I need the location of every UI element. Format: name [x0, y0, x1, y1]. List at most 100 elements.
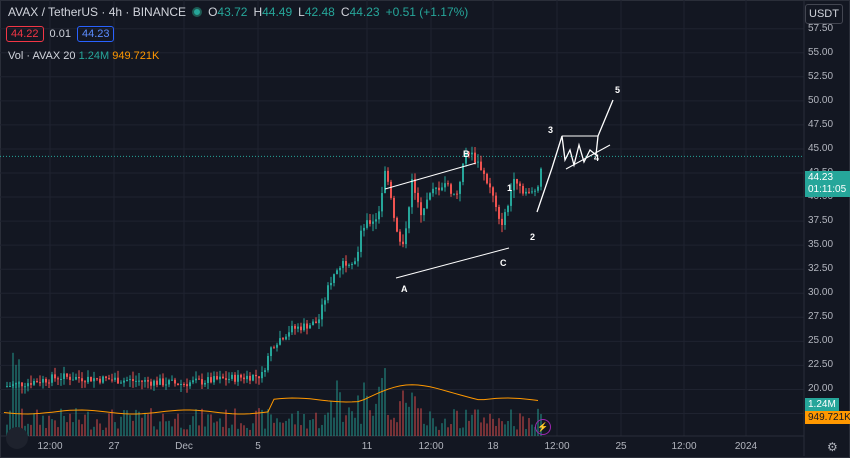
- volume-bar: [441, 423, 443, 436]
- candle-body: [372, 221, 374, 224]
- candle-body: [225, 378, 227, 380]
- candle-body: [267, 355, 269, 371]
- volume-bar: [123, 410, 125, 436]
- candle-body: [288, 332, 290, 337]
- sell-button[interactable]: 44.22: [6, 26, 44, 42]
- candle-body: [171, 379, 173, 381]
- volume-bar: [333, 417, 335, 436]
- volume-bar: [282, 422, 284, 436]
- volume-bar: [342, 421, 344, 436]
- volume-bar: [210, 414, 212, 436]
- candle-body: [483, 170, 485, 174]
- candle-body: [6, 386, 8, 388]
- candle-body: [519, 183, 521, 187]
- candle-body: [249, 375, 251, 381]
- volume-bar: [432, 418, 434, 436]
- time-tick-label: 2024: [734, 441, 758, 452]
- volume-bar: [312, 419, 314, 436]
- candle-body: [384, 170, 386, 194]
- candle-body: [168, 380, 170, 385]
- volume-bar: [69, 413, 71, 436]
- currency-selector[interactable]: USDT: [805, 4, 843, 24]
- wave-label: 1: [507, 183, 513, 193]
- candle-body: [387, 170, 389, 182]
- time-tick-label: 18: [487, 441, 499, 452]
- candle-body: [189, 382, 191, 387]
- candle-body: [18, 382, 20, 384]
- volume-bar: [51, 419, 53, 436]
- volume-bar: [408, 406, 410, 436]
- candle-body: [504, 212, 506, 225]
- volume-bar: [231, 424, 233, 436]
- candle-body: [81, 378, 83, 382]
- volume-bar: [99, 423, 101, 436]
- candle-body: [498, 206, 500, 219]
- tradingview-logo[interactable]: [6, 427, 28, 449]
- candle-body: [312, 321, 314, 326]
- volume-bar: [63, 415, 65, 436]
- candle-body: [159, 378, 161, 385]
- market-status-icon[interactable]: [192, 7, 203, 17]
- volume-bar: [459, 428, 461, 436]
- volume-bar: [354, 417, 356, 436]
- volume-bar: [81, 424, 83, 436]
- volume-bar: [468, 420, 470, 436]
- price-tick-label: 47.50: [808, 118, 834, 130]
- candle-body: [273, 347, 275, 349]
- candle-body: [192, 380, 194, 383]
- candle-body: [129, 379, 131, 381]
- candle-body: [537, 186, 539, 191]
- lightning-icon[interactable]: ⚡: [535, 419, 551, 435]
- symbol-legend[interactable]: AVAX / TetherUS · 4h · BINANCE O43.72 H4…: [8, 5, 468, 19]
- volume-bar: [204, 426, 206, 436]
- candle-body: [474, 152, 476, 163]
- candle-body: [531, 191, 533, 193]
- volume-bar: [66, 422, 68, 436]
- candle-body: [45, 378, 47, 383]
- volume-bar: [513, 426, 515, 436]
- candle-body: [462, 163, 464, 183]
- volume-bar: [147, 414, 149, 436]
- volume-bar: [402, 390, 404, 436]
- candle-body: [327, 285, 329, 301]
- candle-body: [39, 382, 41, 384]
- candle-body: [63, 373, 65, 379]
- volume-bar: [372, 415, 374, 436]
- ohlc-close: C44.23: [340, 5, 380, 19]
- candle-body: [507, 205, 509, 213]
- candle-body: [270, 347, 272, 356]
- volume-bar: [90, 429, 92, 436]
- volume-bar: [171, 426, 173, 436]
- candle-body: [207, 377, 209, 383]
- volume-bar: [360, 423, 362, 436]
- candle-body: [93, 378, 95, 382]
- candle-body: [354, 261, 356, 265]
- price-tick-label: 35.00: [808, 239, 834, 251]
- channel-upper-line: [384, 162, 477, 190]
- ohlc-low: L42.48: [298, 5, 335, 19]
- candle-body: [84, 381, 86, 383]
- volume-bar: [285, 420, 287, 436]
- candle-body: [291, 325, 293, 333]
- volume-bar: [144, 412, 146, 436]
- candle-body: [351, 264, 353, 266]
- candle-body: [450, 184, 452, 194]
- candle-body: [396, 217, 398, 232]
- candle-body: [510, 190, 512, 206]
- settings-gear-icon[interactable]: ⚙: [827, 440, 838, 454]
- volume-bar: [375, 403, 377, 436]
- volume-bar: [18, 359, 20, 436]
- volume-legend[interactable]: Vol · AVAX 20 1.24M 949.721K: [8, 50, 159, 62]
- buy-button[interactable]: 44.23: [76, 26, 115, 42]
- candle-body: [138, 380, 140, 382]
- time-tick-label: 5: [255, 441, 261, 452]
- ohlc-open: O43.72: [208, 5, 248, 19]
- volume-bar: [159, 421, 161, 436]
- candle-body: [180, 383, 182, 386]
- candle-body: [48, 382, 50, 384]
- symbol-title[interactable]: AVAX / TetherUS · 4h · BINANCE: [8, 5, 187, 19]
- volume-bar: [183, 429, 185, 436]
- volume-bar: [399, 401, 401, 436]
- candle-body: [24, 386, 26, 388]
